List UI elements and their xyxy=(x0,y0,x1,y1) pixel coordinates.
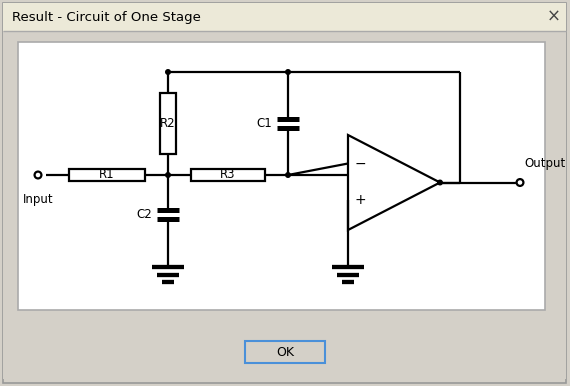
Text: Output: Output xyxy=(524,157,565,171)
FancyBboxPatch shape xyxy=(191,169,265,181)
Text: +: + xyxy=(354,193,366,207)
Circle shape xyxy=(286,70,290,74)
FancyBboxPatch shape xyxy=(3,31,566,379)
FancyBboxPatch shape xyxy=(160,93,176,154)
Text: R2: R2 xyxy=(160,117,176,130)
Text: R1: R1 xyxy=(99,169,115,181)
Text: R3: R3 xyxy=(220,169,236,181)
Text: Result - Circuit of One Stage: Result - Circuit of One Stage xyxy=(12,10,201,24)
FancyBboxPatch shape xyxy=(3,3,566,383)
FancyBboxPatch shape xyxy=(245,341,325,363)
Circle shape xyxy=(286,173,290,177)
FancyBboxPatch shape xyxy=(18,42,545,310)
Circle shape xyxy=(438,180,442,185)
Circle shape xyxy=(35,172,42,178)
Circle shape xyxy=(516,179,523,186)
FancyBboxPatch shape xyxy=(69,169,145,181)
Text: OK: OK xyxy=(276,345,294,359)
Text: C2: C2 xyxy=(136,208,152,221)
FancyBboxPatch shape xyxy=(3,3,566,31)
Circle shape xyxy=(166,70,170,74)
Text: C1: C1 xyxy=(256,117,272,130)
Text: −: − xyxy=(354,156,366,171)
Circle shape xyxy=(166,173,170,177)
Text: ×: × xyxy=(547,8,561,26)
Text: Input: Input xyxy=(23,193,54,206)
